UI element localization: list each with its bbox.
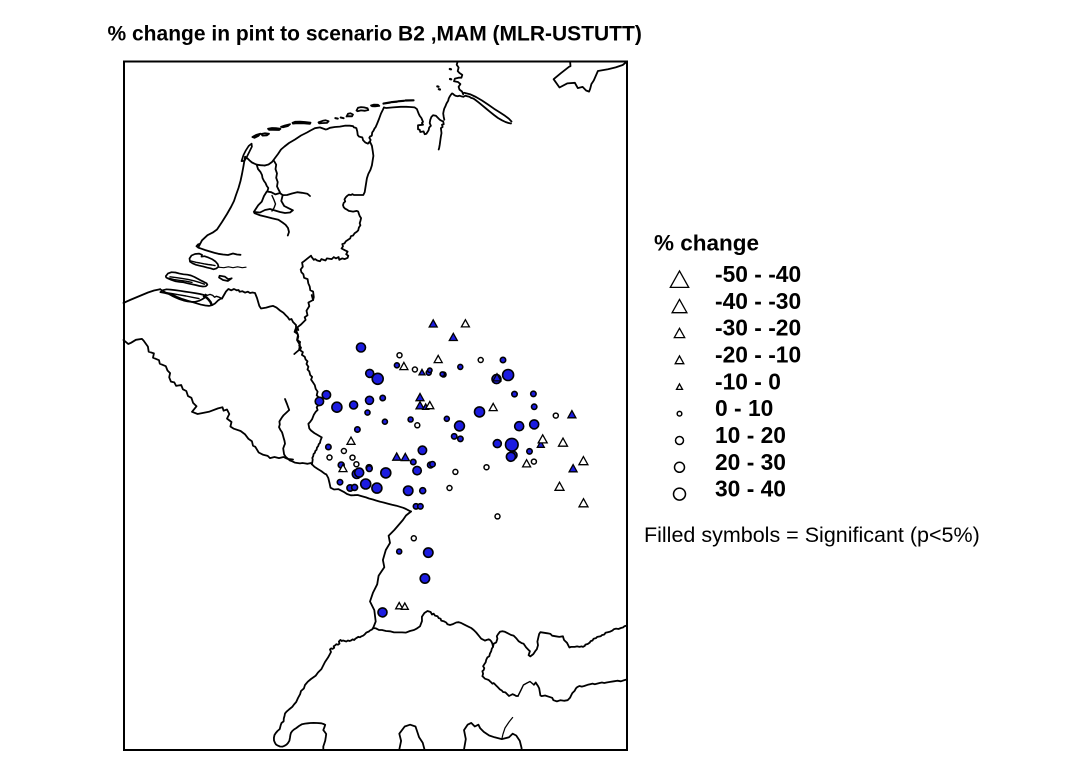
svg-text:10 - 20: 10 - 20 — [715, 422, 786, 448]
svg-text:0 - 10: 0 - 10 — [715, 395, 773, 421]
svg-text:-10 - 0: -10 - 0 — [715, 368, 781, 394]
svg-text:Filled symbols = Significant (: Filled symbols = Significant (p<5%) — [644, 523, 980, 547]
svg-text:20 - 30: 20 - 30 — [715, 449, 786, 475]
svg-text:% change in pint to scenario B: % change in pint to scenario B2 ,MAM (ML… — [108, 23, 642, 46]
svg-text:% change: % change — [654, 231, 759, 256]
svg-text:-50 - -40: -50 - -40 — [715, 261, 801, 287]
svg-text:-20 - -10: -20 - -10 — [715, 342, 801, 368]
svg-text:30 - 40: 30 - 40 — [715, 476, 786, 502]
svg-text:-30 - -20: -30 - -20 — [715, 315, 801, 341]
svg-text:-40 - -30: -40 - -30 — [715, 288, 801, 314]
